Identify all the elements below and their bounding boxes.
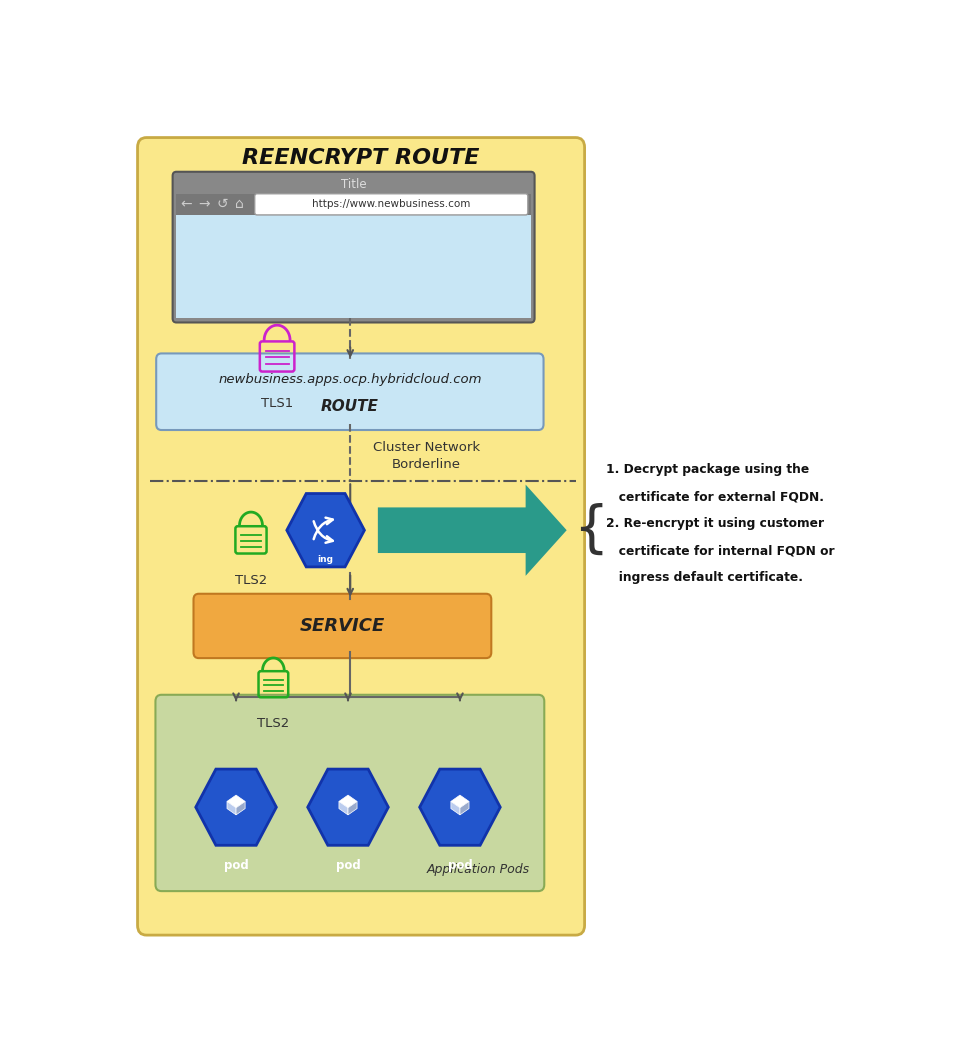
Text: TLS1: TLS1	[261, 398, 293, 411]
Text: 2. Re-encrypt it using customer: 2. Re-encrypt it using customer	[607, 517, 824, 530]
Text: https://www.newbusiness.com: https://www.newbusiness.com	[312, 199, 471, 209]
FancyBboxPatch shape	[194, 594, 491, 658]
Text: REENCRYPT ROUTE: REENCRYPT ROUTE	[243, 148, 480, 168]
FancyBboxPatch shape	[254, 194, 528, 215]
Polygon shape	[420, 769, 500, 845]
Text: certificate for internal FQDN or: certificate for internal FQDN or	[607, 544, 835, 558]
Text: Application Pods: Application Pods	[427, 863, 530, 876]
Text: TLS2: TLS2	[257, 716, 290, 730]
Text: ingress default certificate.: ingress default certificate.	[607, 571, 803, 584]
Polygon shape	[236, 802, 246, 815]
Polygon shape	[451, 802, 460, 815]
Text: pod: pod	[223, 859, 248, 873]
Polygon shape	[227, 796, 246, 807]
Text: 1. Decrypt package using the: 1. Decrypt package using the	[607, 463, 810, 476]
Polygon shape	[451, 796, 469, 807]
FancyBboxPatch shape	[155, 695, 544, 891]
Polygon shape	[339, 796, 357, 807]
FancyBboxPatch shape	[176, 194, 531, 215]
Text: ing: ing	[318, 554, 333, 564]
FancyBboxPatch shape	[176, 215, 531, 318]
Text: newbusiness.apps.ocp.hybridcloud.com: newbusiness.apps.ocp.hybridcloud.com	[219, 373, 482, 386]
Text: ROUTE: ROUTE	[321, 399, 378, 414]
Text: pod: pod	[448, 859, 472, 873]
Polygon shape	[308, 769, 388, 845]
Polygon shape	[227, 802, 236, 815]
Polygon shape	[339, 802, 348, 815]
Text: →: →	[198, 198, 210, 212]
Text: {: {	[573, 504, 608, 558]
Text: ↺: ↺	[216, 198, 227, 212]
Polygon shape	[460, 802, 469, 815]
Text: pod: pod	[336, 859, 360, 873]
Text: ←: ←	[180, 198, 192, 212]
Text: ⌂: ⌂	[235, 198, 245, 212]
Polygon shape	[287, 493, 364, 567]
Text: SERVICE: SERVICE	[299, 617, 385, 635]
Text: Title: Title	[341, 179, 366, 191]
Text: Cluster Network
Borderline: Cluster Network Borderline	[373, 441, 480, 471]
FancyBboxPatch shape	[172, 171, 534, 323]
Polygon shape	[348, 802, 357, 815]
Polygon shape	[377, 485, 566, 576]
FancyBboxPatch shape	[138, 138, 585, 935]
Text: certificate for external FQDN.: certificate for external FQDN.	[607, 490, 824, 504]
Text: TLS2: TLS2	[235, 574, 267, 587]
FancyBboxPatch shape	[156, 353, 543, 430]
Polygon shape	[195, 769, 276, 845]
